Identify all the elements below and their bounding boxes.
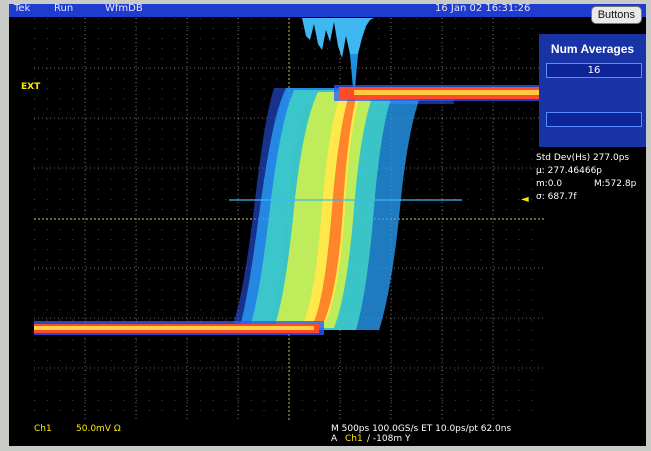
trigger-level-arrow: ◄ [521,194,529,205]
timebase-readout: M 500ps 100.0GS/s ET 10.0ps/pt 62.0ns [331,424,512,434]
brand-label: Tek [14,4,31,14]
max-value: M:572.8p [594,179,637,189]
channel-scale: 50.0mV Ω [76,424,121,434]
trigger-prefix: A [331,434,338,444]
num-averages-field[interactable]: 16 [546,63,642,78]
measurement-stats: Std Dev(Hs) 277.0ps μ: 277.46466p m:0.0 … [536,152,646,204]
timestamp-label: 16 Jan 02 16:31:26 [435,4,531,14]
trigger-source: Ch1 [345,434,363,444]
run-state-label: Run [54,4,74,14]
min-value: m:0.0 [536,179,563,189]
jitter-histogram [302,18,374,100]
mean-line: μ: 277.46466p [536,166,603,176]
sigma-line: σ: 687.7f [536,192,577,202]
buttons-button[interactable]: Buttons [590,6,642,24]
status-bar: Tek Run WfmDB 16 Jan 02 16:31:26 [9,4,646,17]
min-max-line: m:0.0 M:572.8p [536,178,646,191]
waveform-density-trace [34,85,544,335]
trigger-level: ∕ -108m Y [367,434,411,444]
num-averages-title: Num Averages [550,42,635,56]
scope-screen: Tek Run WfmDB 16 Jan 02 16:31:26 Buttons [9,4,646,446]
acquire-mode-label: WfmDB [105,4,143,14]
waveform-plot [34,18,544,420]
channel-readout-bar: Ch1 50.0mV Ω M 500ps 100.0GS/s ET 10.0ps… [9,421,646,446]
num-averages-panel: Num Averages 16 [539,34,646,147]
empty-field[interactable] [546,112,642,127]
channel-label: Ch1 [34,424,52,434]
trigger-marker: EXT [21,82,41,92]
std-dev-line: Std Dev(Hs) 277.0ps [536,153,630,163]
